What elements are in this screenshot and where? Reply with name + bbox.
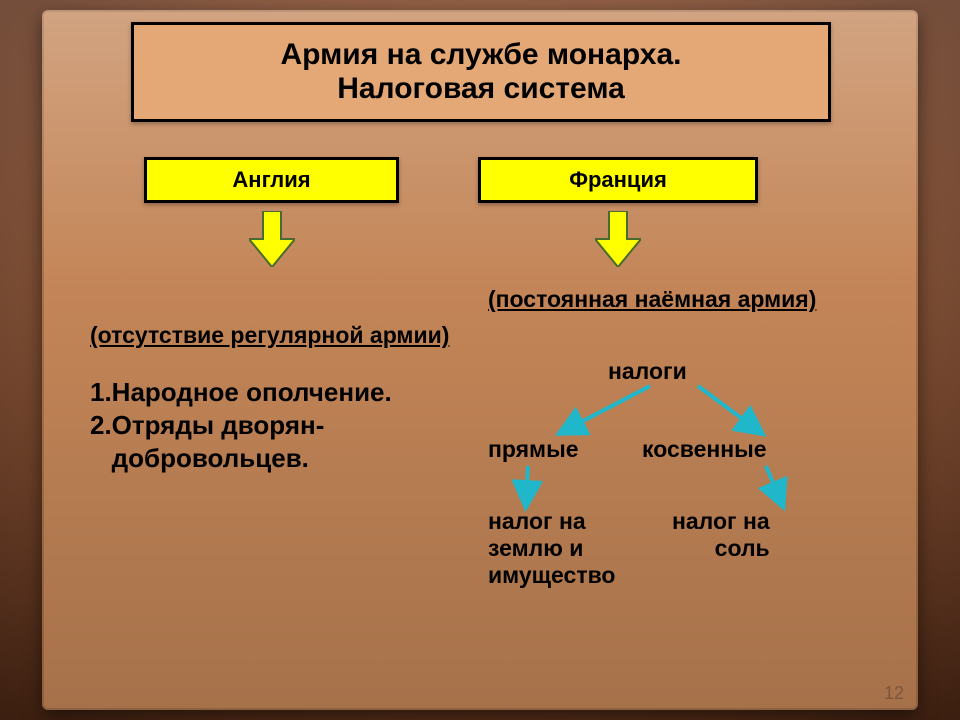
connector-arrow — [526, 466, 528, 504]
slide-number: 12 — [884, 683, 904, 704]
connector-arrow — [766, 466, 782, 504]
connector-arrow — [698, 386, 760, 432]
france-connectors — [0, 0, 960, 720]
slide-frame: Армия на службе монарха. Налоговая систе… — [0, 0, 960, 720]
connector-arrow — [562, 386, 650, 432]
